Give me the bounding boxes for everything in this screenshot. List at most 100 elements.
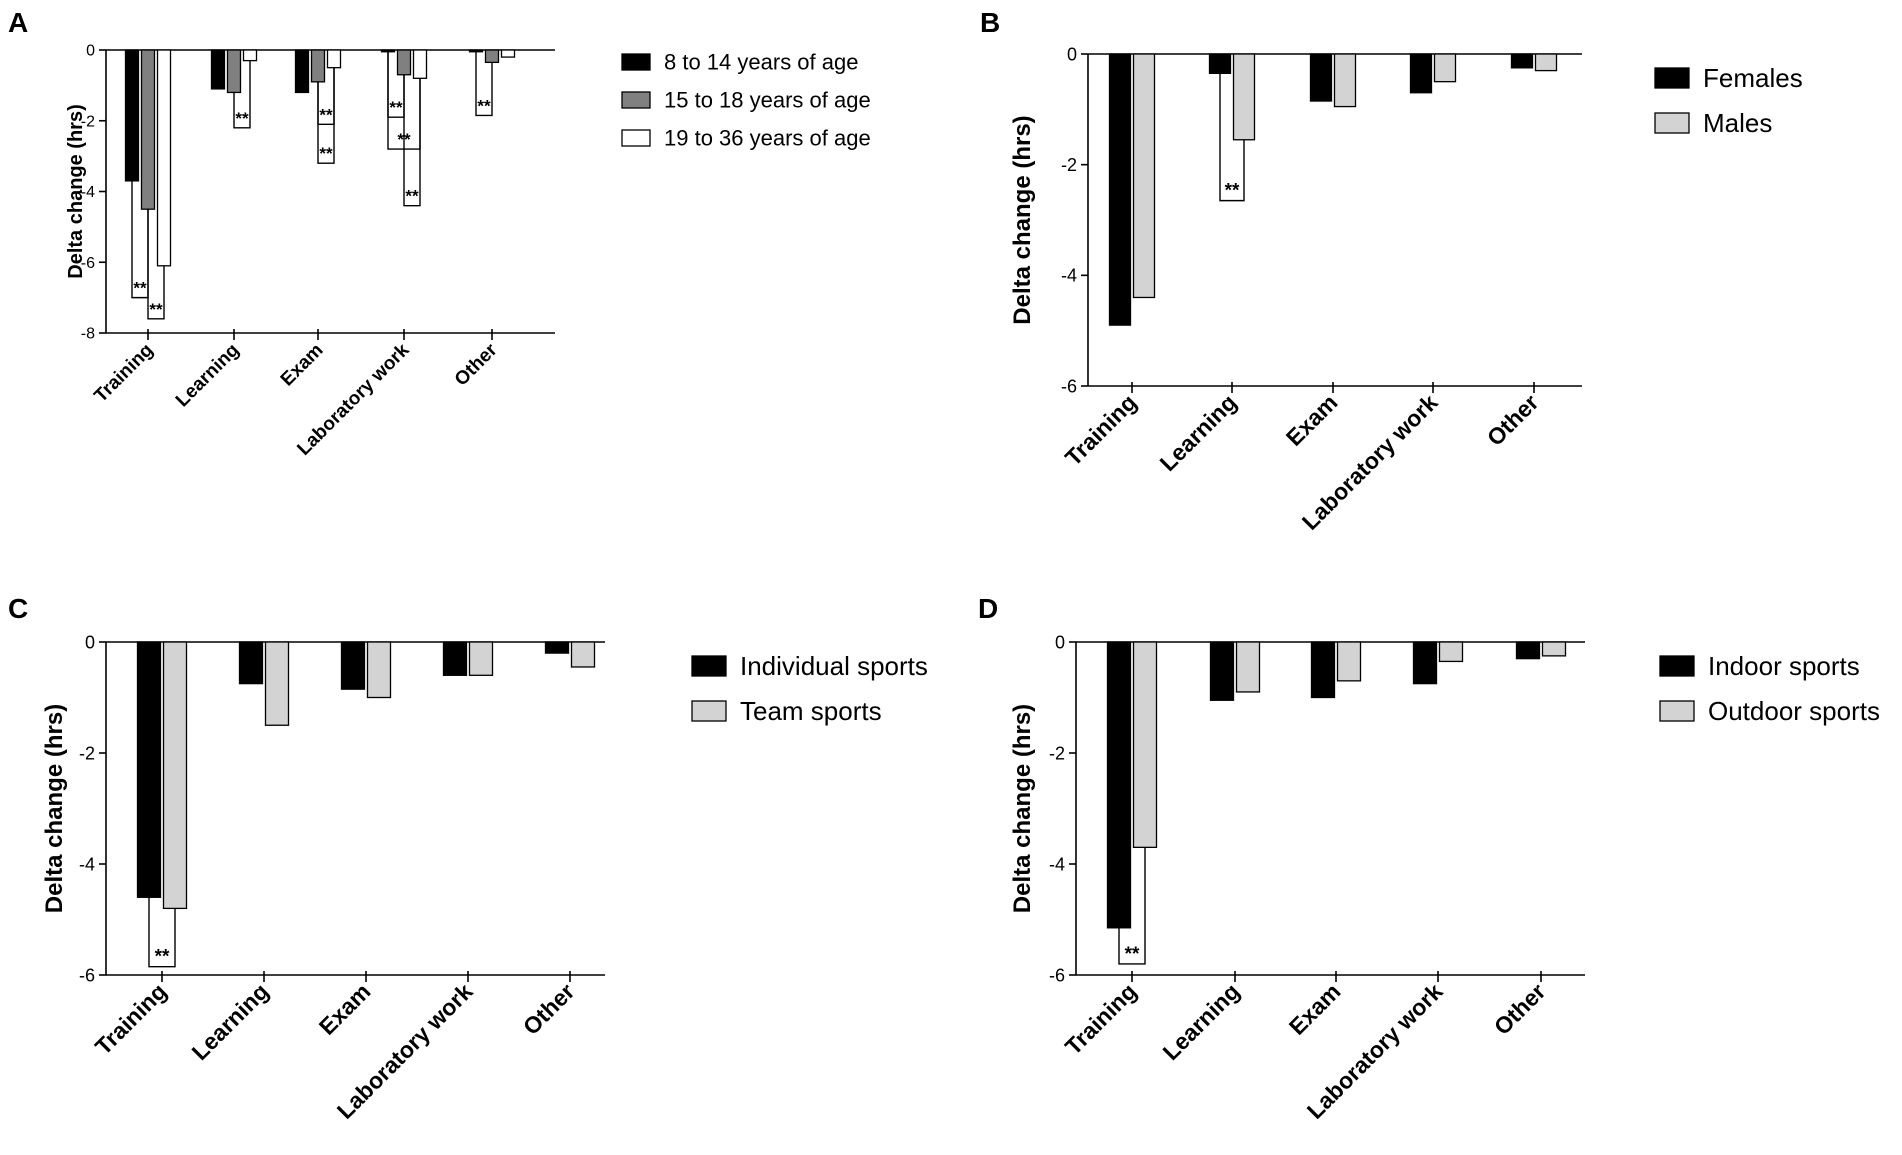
- panel-letter: D: [978, 593, 998, 624]
- bar-19-to-36-years-of-age-other: [500, 49, 516, 58]
- bar-individual-sports-exam: [340, 641, 366, 690]
- y-tick-label: -2: [1061, 155, 1077, 175]
- bar-males-learning: [1232, 53, 1256, 141]
- bar-15-to-18-years-of-age-training: [140, 49, 156, 210]
- significance-label: **: [1225, 181, 1240, 202]
- bar-team-sports-other: [570, 641, 596, 668]
- legend-swatch-8-to-14-years-of-age: [621, 53, 651, 71]
- x-tick-label-training: Training: [1060, 978, 1142, 1060]
- bar-15-to-18-years-of-age-learning: [226, 49, 242, 94]
- y-tick-label: -6: [81, 255, 95, 272]
- y-axis-label: Delta change (hrs): [1009, 115, 1036, 324]
- y-tick-label: -6: [1061, 376, 1077, 396]
- legend-label-females: Females: [1703, 63, 1803, 93]
- bar-females-exam: [1309, 53, 1333, 102]
- significance-bracket: [233, 60, 251, 129]
- significance-label: **: [319, 144, 333, 163]
- bar-females-training: [1108, 53, 1132, 326]
- bar-outdoor-sports-exam: [1336, 641, 1362, 682]
- legend-label-outdoor-sports: Outdoor sports: [1708, 696, 1880, 726]
- y-tick-label: 0: [1067, 44, 1077, 64]
- significance-bracket: [403, 74, 421, 207]
- panel-letter: B: [980, 7, 1000, 38]
- bar-individual-sports-learning: [238, 641, 264, 685]
- y-tick-label: -4: [79, 854, 95, 874]
- bar-males-training: [1132, 53, 1156, 299]
- significance-label: **: [319, 105, 333, 124]
- bar-indoor-sports-other: [1515, 641, 1541, 660]
- y-axis-label: Delta change (hrs): [65, 104, 87, 278]
- legend: Females Males: [1654, 63, 1803, 138]
- bar-individual-sports-laboratory-work: [442, 641, 468, 676]
- y-tick-label: -2: [79, 743, 95, 763]
- x-tick-label-exam: Exam: [277, 340, 328, 391]
- x-tick-label-exam: Exam: [314, 978, 376, 1040]
- x-tick-label-training: Training: [90, 340, 157, 407]
- x-tick-label-other: Other: [451, 339, 502, 390]
- y-tick-label: 0: [86, 43, 95, 60]
- x-tick-label-learning: Learning: [172, 340, 244, 412]
- bar-males-exam: [1333, 53, 1357, 108]
- x-tick-label-learning: Learning: [186, 978, 273, 1065]
- legend-label-indoor-sports: Indoor sports: [1708, 651, 1860, 681]
- significance-label: **: [149, 300, 163, 319]
- y-tick-label: -6: [1049, 965, 1065, 985]
- bar-15-to-18-years-of-age-exam: [310, 49, 326, 83]
- bar-team-sports-laboratory-work: [468, 641, 494, 676]
- x-tick-label-learning: Learning: [1157, 978, 1244, 1065]
- y-axis-label: Delta change (hrs): [1009, 704, 1036, 913]
- legend: Indoor sports Outdoor sports: [1659, 651, 1880, 726]
- bar-individual-sports-training: [136, 641, 162, 898]
- bar-8-to-14-years-of-age-laboratory-work: [380, 49, 396, 53]
- legend-label-8-to-14-years-of-age: 8 to 14 years of age: [664, 50, 858, 75]
- legend-swatch-15-to-18-years-of-age: [621, 91, 651, 109]
- y-tick-label: -8: [81, 326, 95, 343]
- bar-males-other: [1534, 53, 1558, 72]
- bar-females-other: [1510, 53, 1534, 69]
- legend: Individual sports Team sports: [691, 651, 928, 726]
- significance-bracket: [317, 67, 335, 164]
- significance-bracket: [148, 897, 176, 968]
- significance-label: **: [133, 279, 147, 298]
- x-tick-label-other: Other: [1489, 978, 1551, 1040]
- x-tick-label-other: Other: [518, 978, 580, 1040]
- significance-label: **: [389, 98, 403, 117]
- bar-indoor-sports-learning: [1209, 641, 1235, 701]
- bar-outdoor-sports-learning: [1235, 641, 1261, 693]
- significance-label: **: [155, 947, 170, 968]
- legend-swatch-outdoor-sports: [1659, 700, 1695, 722]
- x-tick-label-exam: Exam: [1281, 389, 1343, 451]
- bar-19-to-36-years-of-age-laboratory-work: [412, 49, 428, 79]
- significance-bracket: [1118, 847, 1146, 965]
- bar-8-to-14-years-of-age-other: [468, 49, 484, 53]
- y-tick-label: -2: [81, 113, 95, 130]
- significance-label: **: [235, 109, 249, 128]
- legend-swatch-19-to-36-years-of-age: [621, 129, 651, 147]
- y-tick-label: -4: [1061, 266, 1077, 286]
- bar-8-to-14-years-of-age-training: [124, 49, 140, 182]
- bar-8-to-14-years-of-age-exam: [294, 49, 310, 94]
- legend-swatch-females: [1654, 67, 1690, 89]
- y-tick-label: -2: [1049, 743, 1065, 763]
- panel-letter: A: [8, 7, 28, 38]
- y-tick-label: 0: [1055, 632, 1065, 652]
- legend-swatch-team-sports: [691, 700, 727, 722]
- x-tick-label-learning: Learning: [1154, 389, 1241, 476]
- x-tick-label-training: Training: [90, 978, 172, 1060]
- legend-swatch-individual-sports: [691, 655, 727, 677]
- bar-19-to-36-years-of-age-exam: [326, 49, 342, 69]
- legend: 8 to 14 years of age 15 to 18 years of ag…: [621, 50, 871, 151]
- legend-label-15-to-18-years-of-age: 15 to 18 years of age: [664, 88, 871, 113]
- bar-team-sports-training: [162, 641, 188, 910]
- bar-8-to-14-years-of-age-learning: [210, 49, 226, 90]
- bar-indoor-sports-training: [1106, 641, 1132, 929]
- y-tick-label: -4: [81, 184, 95, 201]
- bar-19-to-36-years-of-age-learning: [242, 49, 258, 62]
- legend-label-males: Males: [1703, 108, 1772, 138]
- y-tick-label: 0: [85, 632, 95, 652]
- legend-swatch-males: [1654, 112, 1690, 134]
